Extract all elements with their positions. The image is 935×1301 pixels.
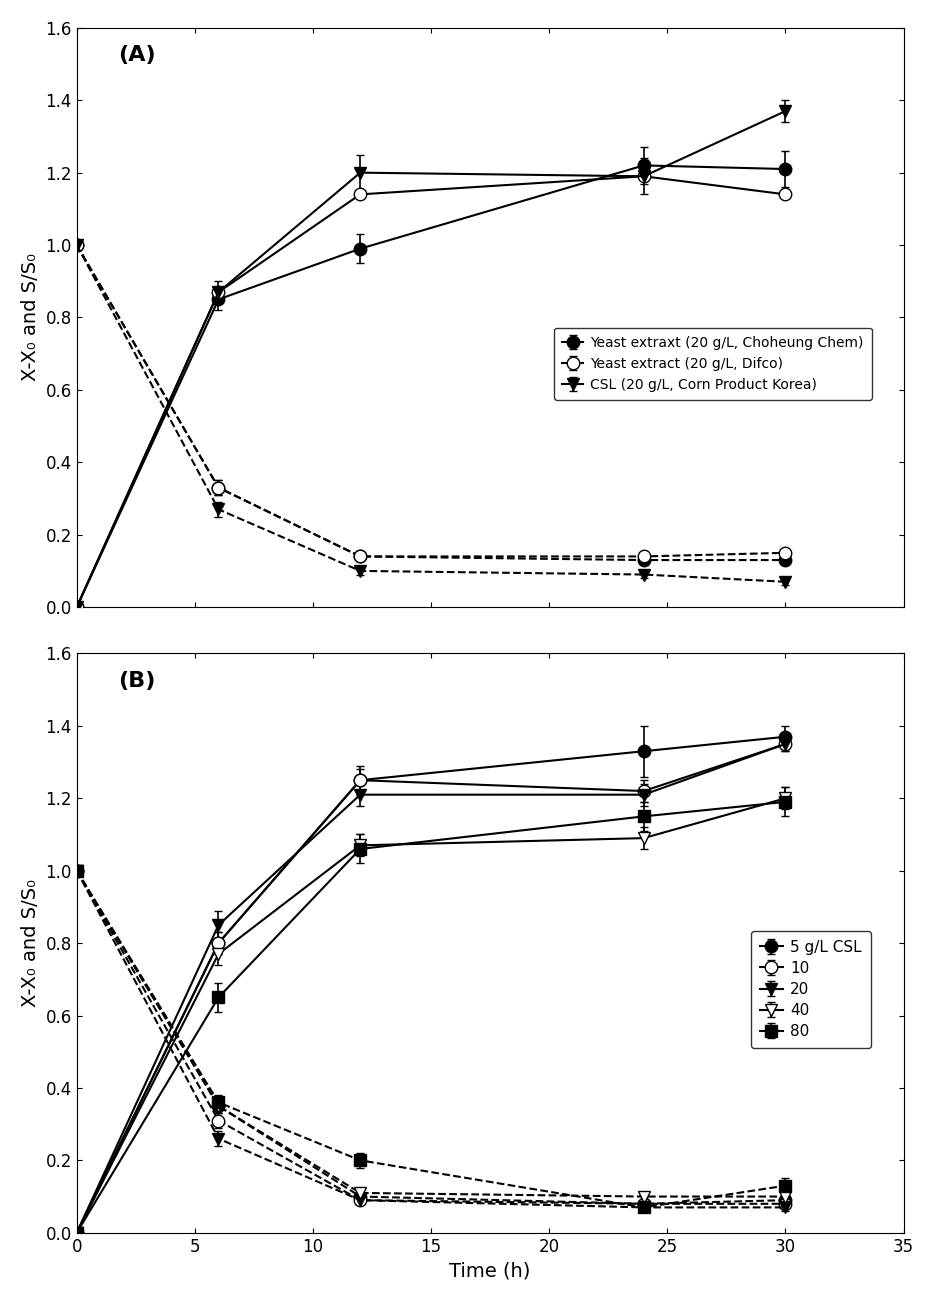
Legend: 5 g/L CSL, 10, 20, 40, 80: 5 g/L CSL, 10, 20, 40, 80 — [751, 930, 871, 1049]
X-axis label: Time (h): Time (h) — [450, 1261, 531, 1280]
Y-axis label: X-X₀ and S/S₀: X-X₀ and S/S₀ — [21, 879, 40, 1007]
Text: (B): (B) — [118, 671, 155, 691]
Text: (A): (A) — [118, 46, 156, 65]
Y-axis label: X-X₀ and S/S₀: X-X₀ and S/S₀ — [21, 254, 40, 381]
Legend: Yeast extraxt (20 g/L, Choheung Chem), Yeast extract (20 g/L, Difco), CSL (20 g/: Yeast extraxt (20 g/L, Choheung Chem), Y… — [554, 328, 871, 401]
